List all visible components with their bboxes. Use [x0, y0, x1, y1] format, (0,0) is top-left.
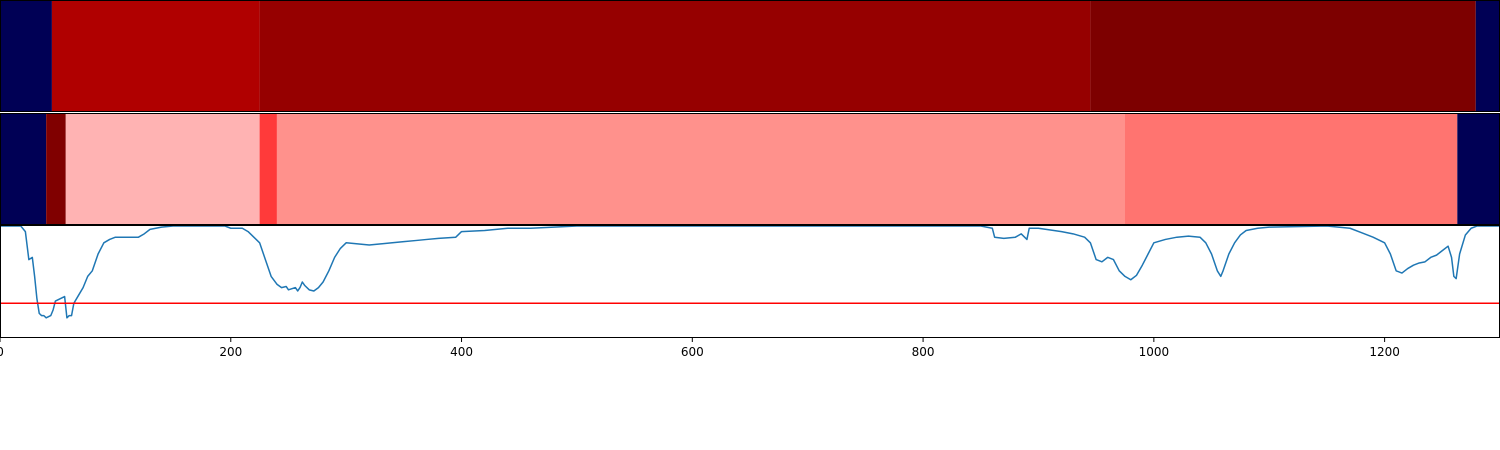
segment-0-4	[1475, 1, 1500, 112]
x-tick-label-2: 400	[450, 345, 473, 359]
x-tick-label-3: 600	[681, 345, 704, 359]
line-plot-panel	[0, 226, 1500, 338]
line-plot-background	[0, 226, 1500, 338]
x-tick-label-0: 0	[0, 345, 4, 359]
segment-1-2	[65, 114, 260, 225]
segment-row-middle	[0, 114, 1500, 225]
x-tick-label-5: 1000	[1139, 345, 1170, 359]
series-line	[0, 226, 1500, 319]
segment-1-3	[259, 114, 277, 225]
segment-0-2	[259, 1, 1091, 112]
segment-1-5	[1125, 114, 1458, 225]
segment-0-1	[51, 1, 260, 112]
x-tick-label-6: 1200	[1369, 345, 1400, 359]
segment-0-3	[1090, 1, 1476, 112]
segment-1-4	[276, 114, 1125, 225]
segment-1-0	[0, 114, 47, 225]
segment-0-0	[0, 1, 52, 112]
x-axis: 0 200 400 600 800 1000 1200	[0, 338, 1400, 359]
x-tick-label-1: 200	[219, 345, 242, 359]
x-tick-label-4: 800	[912, 345, 935, 359]
segment-1-1	[46, 114, 66, 225]
segment-1-6	[1457, 114, 1500, 225]
segment-row-top	[0, 1, 1500, 112]
